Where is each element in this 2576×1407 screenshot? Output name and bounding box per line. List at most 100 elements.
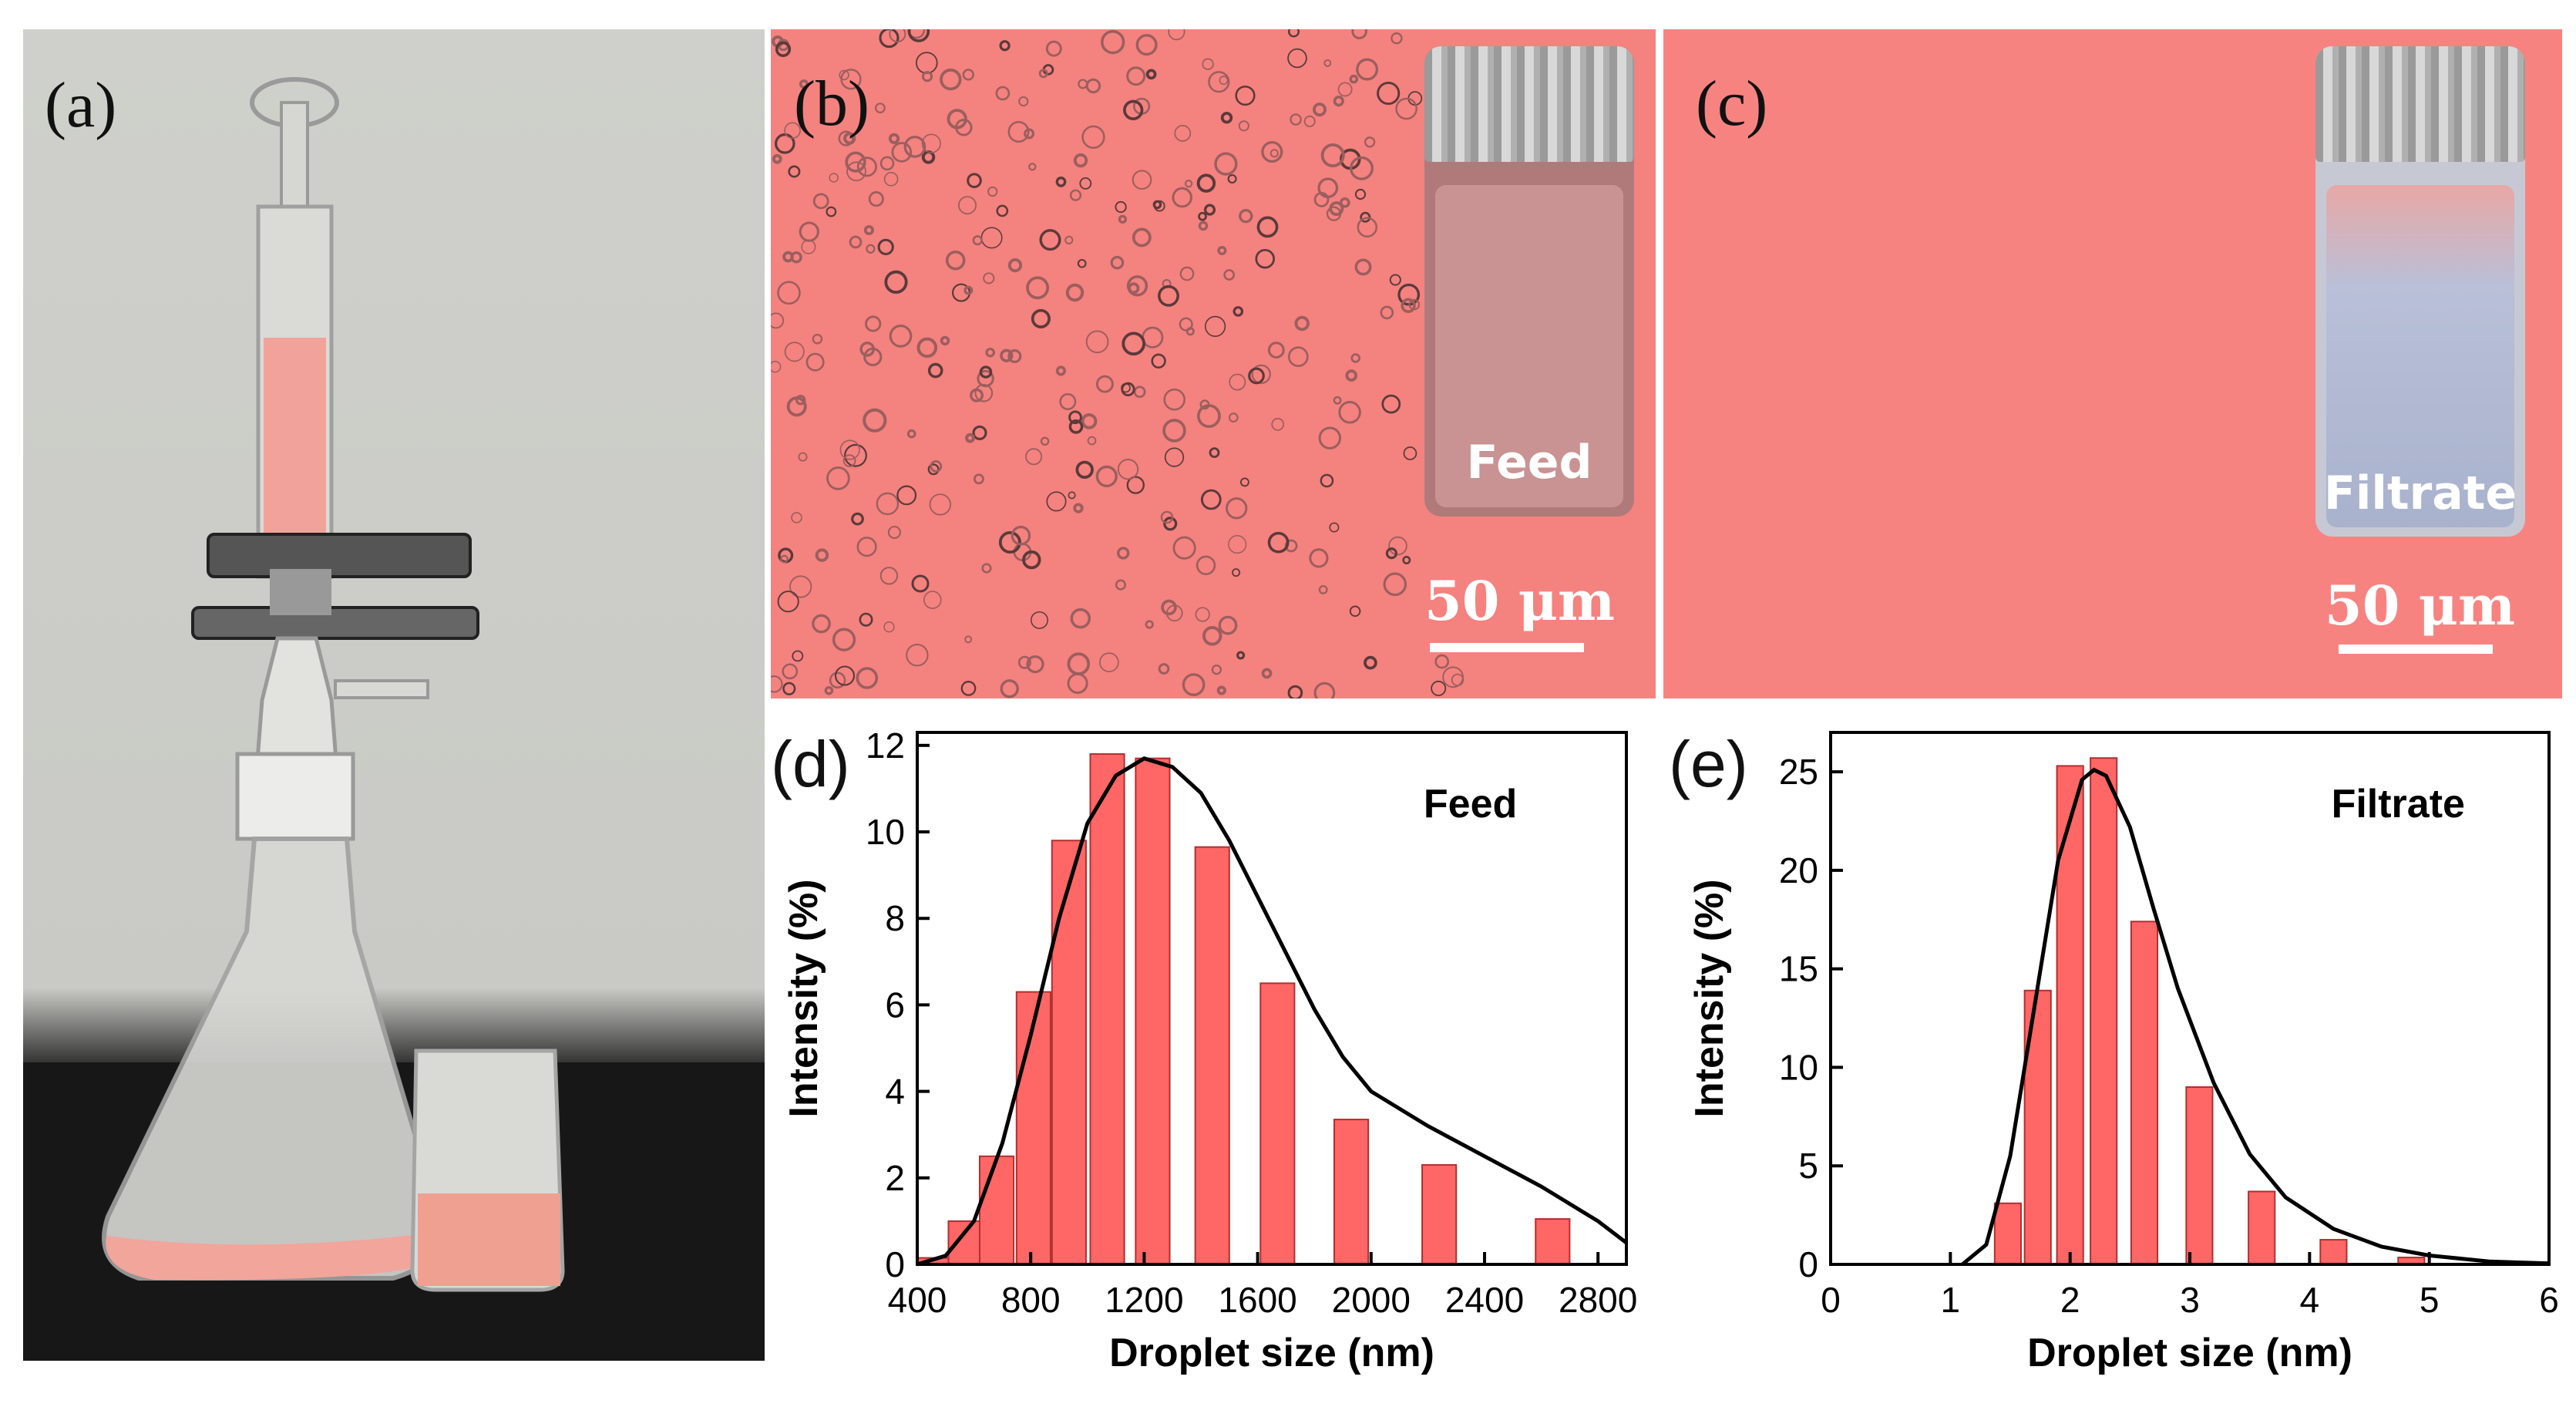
droplet (1095, 375, 1114, 393)
y-tick-label: 10 (1779, 1047, 1818, 1087)
droplet (795, 395, 806, 406)
droplet (863, 347, 883, 367)
droplet (1087, 436, 1097, 446)
x-tick-label: 400 (888, 1280, 947, 1320)
droplet (1115, 200, 1127, 214)
droplet (1233, 306, 1244, 317)
droplet (826, 466, 850, 490)
droplet (1323, 59, 1332, 67)
droplet (801, 239, 816, 254)
x-tick-label: 0 (1821, 1280, 1841, 1320)
micrograph-filtrate: (c) Filtrate 50 μm (1663, 29, 2562, 698)
droplet (977, 369, 994, 388)
droplet (1313, 103, 1327, 117)
droplet (1162, 419, 1186, 443)
droplet (1251, 364, 1271, 385)
bar (2248, 1190, 2276, 1266)
droplet (1228, 412, 1239, 422)
droplet (1118, 214, 1128, 224)
droplet (1385, 547, 1397, 560)
droplet (1117, 459, 1139, 480)
panel-label-c: (c) (1696, 68, 1768, 140)
droplet (945, 250, 966, 271)
droplet (1123, 99, 1144, 120)
droplet (1333, 95, 1344, 107)
droplet (921, 71, 933, 82)
x-tick-label: 5 (2420, 1280, 2440, 1320)
droplet (1132, 170, 1152, 190)
droplet (1290, 113, 1302, 126)
droplet (1168, 29, 1185, 41)
droplet (896, 485, 917, 506)
droplet (1132, 227, 1152, 247)
droplet (1403, 446, 1417, 460)
droplet (1401, 298, 1416, 313)
droplet (955, 119, 973, 136)
droplet (1065, 283, 1085, 302)
droplet (1345, 369, 1357, 382)
droplet (1209, 447, 1220, 458)
droplet (846, 161, 866, 182)
droplet (1174, 125, 1192, 142)
droplet (1185, 327, 1195, 336)
droplet (1200, 489, 1222, 510)
x-tick-label: 2 (2060, 1280, 2080, 1320)
droplet (1158, 284, 1179, 307)
droplet (980, 227, 1003, 249)
droplet (1099, 652, 1119, 672)
scale-bar-label-b: 50 μm (1424, 569, 1616, 633)
droplet (940, 335, 950, 346)
droplet (887, 525, 901, 540)
droplet (771, 312, 785, 329)
droplet (799, 79, 809, 89)
droplet (1126, 66, 1146, 86)
droplet (876, 492, 900, 516)
bar (1535, 1218, 1571, 1265)
y-tick-label: 15 (1779, 949, 1818, 989)
y-tick-label: 10 (866, 812, 905, 852)
droplet (1357, 217, 1378, 238)
y-axis-label: Intensity (%) (782, 879, 826, 1117)
droplet (1179, 317, 1193, 332)
droplet (1081, 125, 1105, 149)
droplet (1073, 503, 1084, 513)
droplet (1220, 111, 1233, 124)
droplet (1184, 180, 1193, 188)
droplet (998, 531, 1021, 554)
filtration-apparatus-illustration (23, 77, 765, 1361)
droplet (845, 151, 866, 173)
droplet (1067, 672, 1088, 694)
droplet (903, 136, 926, 158)
droplet (987, 186, 998, 197)
droplet (1402, 556, 1411, 564)
droplet (1095, 465, 1118, 487)
droplet (1270, 149, 1279, 158)
droplet (1303, 115, 1316, 127)
droplet (1182, 673, 1206, 696)
droplet (1391, 32, 1403, 45)
droplet (911, 574, 930, 593)
droplet (1038, 69, 1048, 79)
droplet (1261, 140, 1283, 163)
droplet (1026, 655, 1044, 674)
droplet (1135, 34, 1158, 56)
droplet (789, 575, 812, 598)
droplet (1338, 401, 1361, 424)
chart-feed-distribution: (d) 400 800 1200 1600 2000 2400 2800 0 2 4 6 8 10 12 D… (771, 725, 1637, 1375)
droplet (1287, 346, 1309, 368)
x-tick-label: 2800 (1559, 1280, 1637, 1320)
droplet (1256, 216, 1279, 238)
droplet (1294, 315, 1310, 332)
droplet (1059, 393, 1077, 410)
droplet (843, 132, 856, 145)
droplet (1081, 413, 1098, 429)
droplet (856, 537, 877, 557)
droplet (874, 103, 886, 113)
plot-area-d: 400 800 1200 1600 2000 2400 2800 0 2 4 6 8 10 12 Dropl… (782, 725, 1637, 1375)
droplet (1046, 491, 1067, 512)
droplet (1158, 663, 1170, 675)
droplet (1364, 655, 1377, 670)
droplet (967, 173, 982, 188)
droplet (1232, 568, 1241, 577)
droplet (1216, 685, 1226, 695)
